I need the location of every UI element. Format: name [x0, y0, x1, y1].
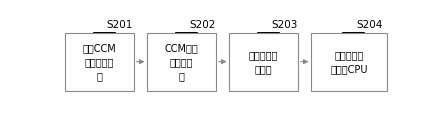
Bar — [147, 33, 216, 91]
Text: 接收CCM
处理错误类
型: 接收CCM 处理错误类 型 — [82, 43, 116, 81]
Bar — [311, 33, 387, 91]
Text: S201: S201 — [107, 20, 133, 30]
Text: 错误信息添
加处理: 错误信息添 加处理 — [249, 50, 278, 74]
Bar — [229, 33, 298, 91]
Text: CCM错误
类型码查
找: CCM错误 类型码查 找 — [164, 43, 198, 81]
Text: S202: S202 — [189, 20, 215, 30]
Text: S204: S204 — [356, 20, 383, 30]
Bar — [65, 33, 134, 91]
Text: 发送处理后
报文至CPU: 发送处理后 报文至CPU — [330, 50, 368, 74]
Text: S203: S203 — [271, 20, 297, 30]
